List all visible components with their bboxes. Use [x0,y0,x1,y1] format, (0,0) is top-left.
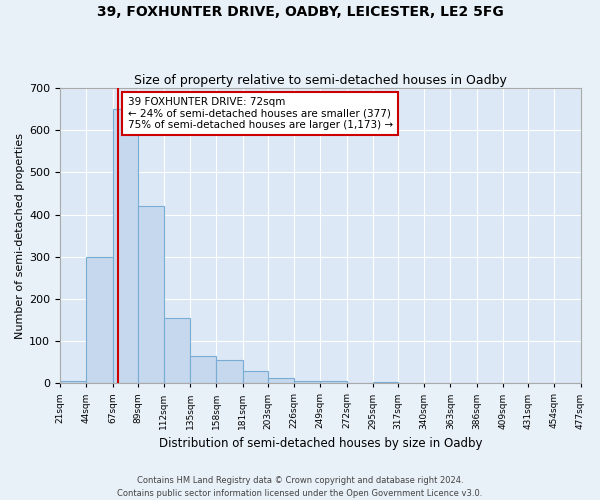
Text: Contains HM Land Registry data © Crown copyright and database right 2024.
Contai: Contains HM Land Registry data © Crown c… [118,476,482,498]
Bar [137,206,164,384]
Bar [373,382,398,384]
X-axis label: Distribution of semi-detached houses by size in Oadby: Distribution of semi-detached houses by … [158,437,482,450]
Bar [164,318,190,384]
Bar [242,370,268,384]
Text: 39 FOXHUNTER DRIVE: 72sqm
← 24% of semi-detached houses are smaller (377)
75% of: 39 FOXHUNTER DRIVE: 72sqm ← 24% of semi-… [128,97,393,130]
Title: Size of property relative to semi-detached houses in Oadby: Size of property relative to semi-detach… [134,74,506,87]
Bar [190,356,217,384]
Bar [268,378,294,384]
Text: 39, FOXHUNTER DRIVE, OADBY, LEICESTER, LE2 5FG: 39, FOXHUNTER DRIVE, OADBY, LEICESTER, L… [97,5,503,19]
Bar [86,257,113,384]
Y-axis label: Number of semi-detached properties: Number of semi-detached properties [15,132,25,338]
Bar [294,381,320,384]
Bar [217,360,242,384]
Bar [60,381,86,384]
Bar [113,109,137,384]
Bar [320,381,347,384]
